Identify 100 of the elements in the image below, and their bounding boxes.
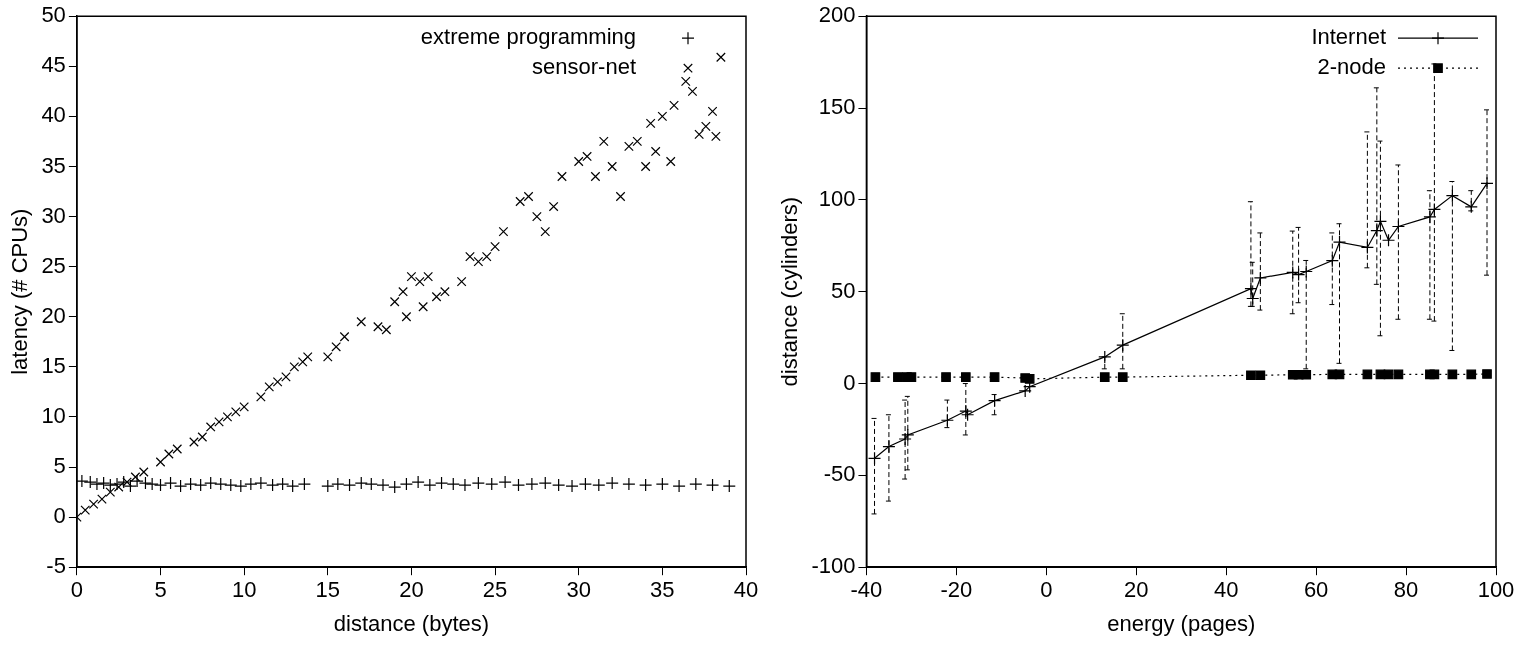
point	[1299, 264, 1313, 279]
legend-label: extreme programming	[420, 24, 636, 50]
point	[276, 477, 290, 491]
x-tick-label: 0	[1040, 577, 1053, 603]
point	[214, 477, 228, 491]
y-tick-label: -50	[823, 461, 856, 487]
y-tick-label: 45	[41, 52, 66, 78]
point	[399, 477, 414, 491]
point	[605, 476, 619, 490]
point	[354, 476, 368, 490]
point	[110, 477, 124, 491]
x-tick-label: 5	[154, 577, 167, 603]
point	[578, 477, 593, 491]
point	[173, 479, 188, 493]
point	[870, 372, 881, 382]
point	[364, 477, 378, 491]
point	[1480, 176, 1494, 190]
legend-label: sensor-net	[532, 54, 636, 80]
point	[941, 372, 951, 382]
x-tick-label: -40	[850, 577, 883, 603]
point	[342, 478, 357, 492]
point	[1325, 254, 1339, 268]
point	[1464, 200, 1478, 214]
point	[1466, 369, 1477, 380]
y-tick-label: 30	[41, 202, 66, 228]
y-tick-label: 25	[41, 252, 66, 278]
point	[194, 478, 208, 492]
point	[286, 479, 300, 493]
point	[538, 476, 552, 490]
point	[297, 477, 311, 491]
point	[1246, 370, 1256, 381]
point	[145, 477, 159, 491]
point	[672, 479, 686, 493]
point	[552, 478, 566, 492]
point	[321, 479, 335, 493]
point	[1099, 372, 1110, 382]
y-tick-label: 150	[818, 94, 856, 120]
point	[471, 476, 485, 490]
point	[1098, 350, 1112, 364]
point	[184, 477, 198, 491]
x-tick-label: 20	[399, 577, 424, 603]
x-tick-label: 40	[733, 577, 759, 603]
point	[989, 372, 1000, 382]
point	[103, 478, 117, 492]
x-axis-title: distance (bytes)	[333, 610, 490, 636]
x-tick-label: 30	[566, 577, 591, 603]
y-tick-label: 0	[53, 503, 66, 529]
point	[960, 372, 971, 382]
y-tick-label: 0	[843, 369, 856, 395]
point	[1301, 369, 1312, 380]
x-tick-label: 10	[231, 577, 257, 603]
point	[388, 480, 402, 494]
point	[485, 477, 499, 491]
x-tick-label: 0	[70, 577, 83, 603]
point	[1255, 370, 1266, 381]
x-tick-label: 80	[1393, 577, 1419, 603]
legend-label: Internet	[1311, 24, 1386, 50]
point	[525, 477, 539, 491]
y-tick-label: 20	[41, 302, 66, 328]
point	[138, 476, 153, 490]
point	[1334, 369, 1345, 380]
point	[411, 475, 425, 489]
point	[224, 478, 238, 492]
y-axis-title: distance (cylinders)	[777, 196, 803, 387]
point	[1286, 265, 1300, 280]
y-tick-label: 15	[41, 352, 66, 378]
x-tick-label: 35	[650, 577, 675, 603]
x-tick-label: -20	[940, 577, 973, 603]
point	[1482, 369, 1492, 379]
y-tick-label: 50	[830, 277, 856, 303]
point	[204, 476, 218, 490]
point	[498, 475, 512, 489]
point	[434, 476, 449, 490]
x-tick-label: 100	[1477, 577, 1515, 603]
point	[423, 478, 437, 492]
y-tick-label: 35	[41, 152, 66, 178]
point	[234, 479, 248, 493]
point	[1332, 235, 1347, 249]
point	[83, 475, 97, 489]
point	[705, 478, 720, 492]
y-tick-label: 100	[818, 185, 856, 211]
point	[254, 476, 268, 490]
point	[1429, 369, 1440, 380]
point	[331, 477, 345, 491]
point	[1291, 268, 1306, 282]
point	[1373, 214, 1388, 228]
point	[90, 477, 104, 491]
point	[458, 478, 472, 492]
point	[130, 474, 144, 488]
point	[1383, 369, 1394, 380]
point	[1018, 384, 1032, 398]
point	[722, 479, 736, 493]
point	[511, 478, 526, 492]
legend-label: 2-node	[1317, 54, 1386, 80]
point	[446, 477, 460, 491]
point	[153, 478, 168, 492]
point	[1362, 369, 1373, 380]
point	[1117, 372, 1128, 382]
point	[893, 372, 903, 382]
point	[163, 476, 178, 490]
